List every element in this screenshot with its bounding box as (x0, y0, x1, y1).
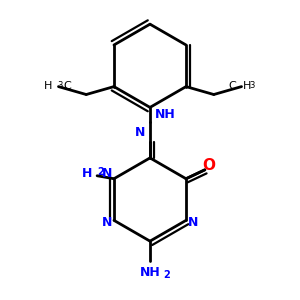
Text: 2: 2 (163, 270, 169, 280)
Text: NH: NH (140, 266, 160, 279)
Text: N: N (102, 167, 112, 180)
Text: C: C (229, 81, 237, 91)
Text: NH: NH (155, 108, 176, 121)
Text: N: N (135, 126, 145, 139)
Text: 3: 3 (249, 81, 255, 90)
Text: N: N (102, 216, 112, 229)
Text: 3: 3 (58, 81, 63, 90)
Text: N: N (188, 216, 198, 229)
Text: H: H (44, 81, 52, 91)
Text: 2: 2 (97, 167, 104, 177)
Text: H: H (242, 81, 251, 91)
Text: H: H (82, 167, 92, 180)
Text: C: C (63, 81, 71, 91)
Text: O: O (202, 158, 215, 173)
